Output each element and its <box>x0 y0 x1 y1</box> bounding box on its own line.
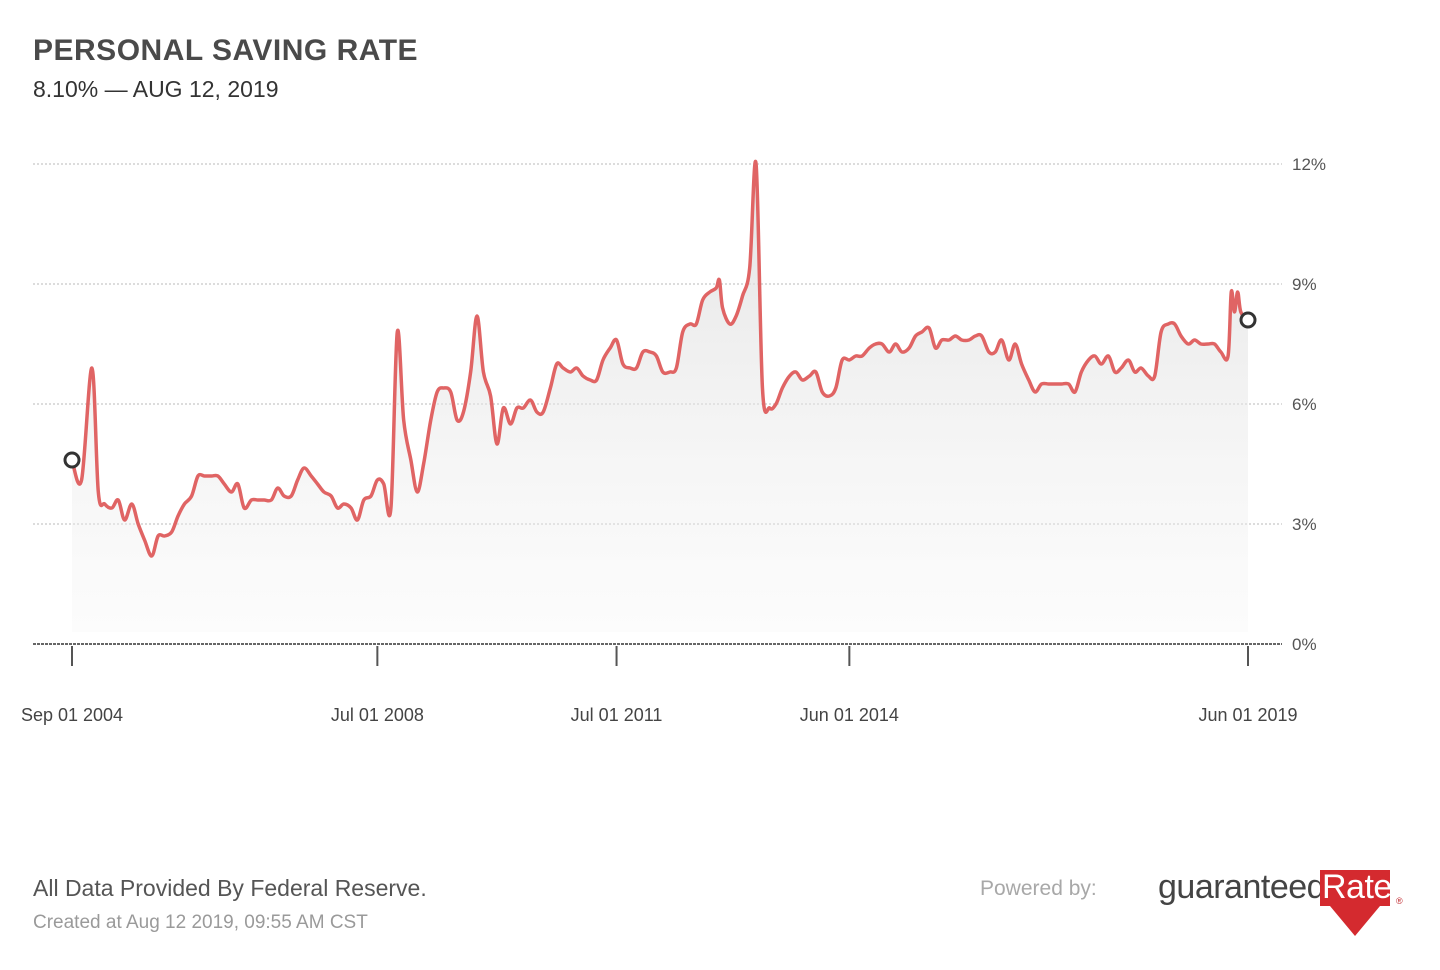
x-tick-label: Jun 01 2019 <box>1198 705 1297 725</box>
x-axis-ticks: Sep 01 2004 Jul 01 2008 Jul 01 2011 Jun 01 … <box>21 646 1298 725</box>
logo-arrow-icon <box>1320 870 1390 936</box>
y-tick-label: 0% <box>1292 635 1317 654</box>
powered-by-label: Powered by: <box>980 877 1097 900</box>
created-timestamp: Created at Aug 12 2019, 09:55 AM CST <box>33 912 368 933</box>
series-layer <box>63 159 1257 558</box>
chart-subtitle: 8.10% — AUG 12, 2019 <box>33 76 279 102</box>
chart-title: PERSONAL SAVING RATE <box>33 34 419 67</box>
x-tick-label: Jun 01 2014 <box>800 705 899 725</box>
y-tick-label: 12% <box>1292 155 1326 174</box>
y-axis-ticks: 0% 3% 6% 9% 12% <box>1292 155 1326 654</box>
logo-text-rate: Rate <box>1322 868 1392 906</box>
end-point-marker <box>1239 311 1257 329</box>
x-tick-label: Jul 01 2011 <box>571 705 663 725</box>
series-area-fill <box>72 161 1248 632</box>
area-layer <box>72 161 1248 632</box>
y-tick-label: 9% <box>1292 275 1317 294</box>
data-source-note: All Data Provided By Federal Reserve. <box>33 875 427 901</box>
y-tick-label: 3% <box>1292 515 1317 534</box>
registered-mark: ® <box>1396 896 1403 906</box>
x-tick-label: Sep 01 2004 <box>21 705 123 725</box>
logo-text-guaranteed: guaranteed <box>1158 868 1326 906</box>
series-line <box>70 159 1250 558</box>
guaranteed-rate-logo[interactable]: guaranteed Rate ® <box>1158 866 1408 941</box>
y-tick-label: 6% <box>1292 395 1317 414</box>
start-point-marker <box>63 451 81 469</box>
x-tick-label: Jul 01 2008 <box>331 705 424 725</box>
